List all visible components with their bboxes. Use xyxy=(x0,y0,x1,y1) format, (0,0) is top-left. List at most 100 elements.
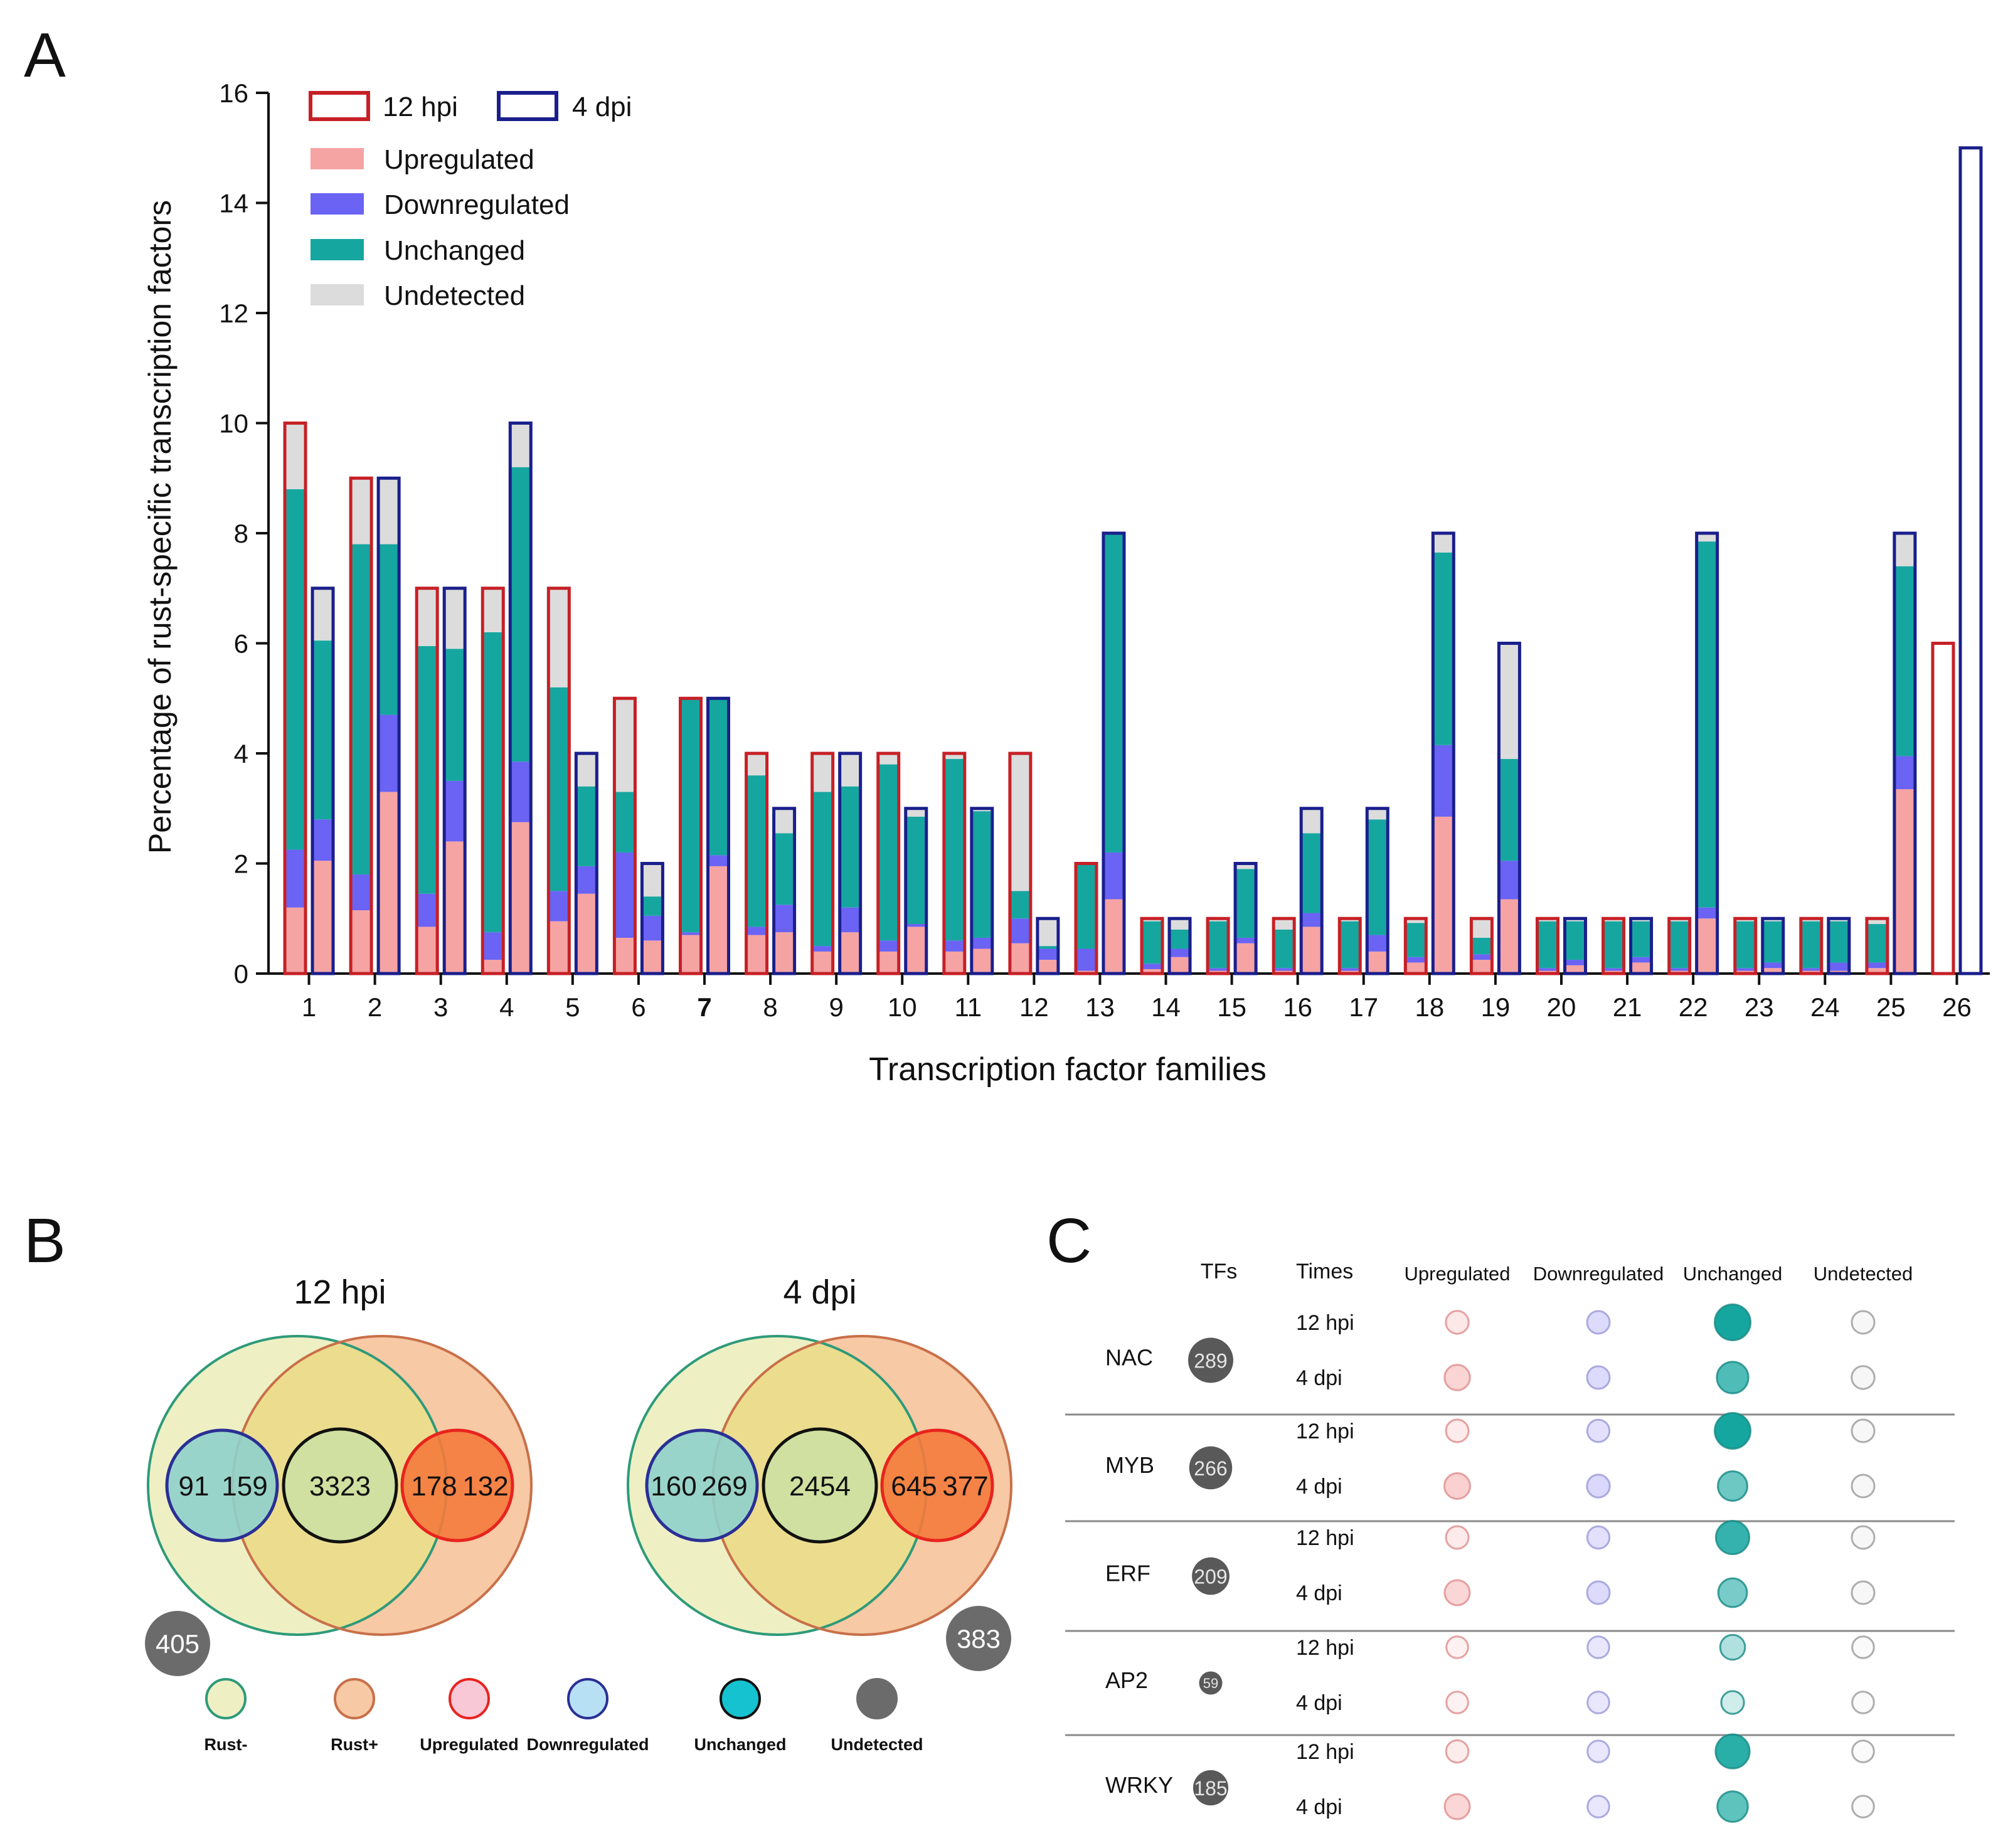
y-tick-label: 10 xyxy=(219,409,248,438)
legend-swatch-downregulated xyxy=(311,193,364,215)
bar-12hpi-undetected xyxy=(813,753,832,792)
legend-downregulated-label: Downregulated xyxy=(526,1735,649,1754)
y-tick-label: 4 xyxy=(234,739,248,768)
bar-12hpi-undetected xyxy=(549,588,568,688)
bubble-unchanged xyxy=(1717,1577,1748,1608)
legend-label-12hpi: 12 hpi xyxy=(383,92,458,122)
bar-12hpi-undetected xyxy=(417,588,437,646)
bar-4dpi-outline xyxy=(1167,916,1192,975)
bar-12hpi-outline xyxy=(876,751,901,975)
bar-4dpi-outline xyxy=(442,587,467,975)
bar-12hpi-outline xyxy=(810,751,835,975)
bar-12hpi-unchanged xyxy=(1472,937,1491,955)
bar-4dpi-upregulated xyxy=(445,841,464,974)
bar-12hpi-unchanged xyxy=(417,645,437,894)
y-tick-label: 12 xyxy=(219,299,248,328)
legend-label-downregulated: Downregulated xyxy=(384,189,570,220)
bubble-downregulated xyxy=(1586,1365,1611,1390)
bar-12hpi-undetected xyxy=(483,588,502,632)
bar-4dpi-unchanged xyxy=(1433,552,1453,745)
undetected-circle xyxy=(946,1606,1011,1671)
bubble-upregulated xyxy=(1445,1418,1470,1443)
bar-4dpi-unchanged xyxy=(1038,946,1058,949)
bar-4dpi-outline xyxy=(311,587,335,975)
bar-12hpi-undetected xyxy=(945,753,964,759)
undetected-count: 383 xyxy=(957,1624,1001,1654)
bar-4dpi-undetected xyxy=(1038,918,1058,947)
bar-4dpi-downregulated xyxy=(379,714,398,792)
bar-12hpi-downregulated xyxy=(351,874,371,911)
bar-4dpi-undetected xyxy=(1697,533,1717,542)
bar-12hpi-unchanged xyxy=(1208,921,1228,969)
x-tick-label: 23 xyxy=(1745,992,1774,1022)
x-tick-label: 13 xyxy=(1085,992,1115,1022)
bubble-unchanged xyxy=(1714,1519,1751,1556)
bar-12hpi-unchanged xyxy=(1406,923,1425,957)
bar-4dpi-undetected xyxy=(1236,863,1255,869)
bubble-unchanged xyxy=(1717,1470,1748,1502)
downregulated-only-count: 160 xyxy=(651,1471,696,1502)
header-downregulated: Downregulated xyxy=(1533,1263,1664,1285)
bar-4dpi-outline xyxy=(1036,916,1060,975)
bar-12hpi-upregulated xyxy=(549,921,568,974)
bar-4dpi-upregulated xyxy=(972,948,992,974)
bar-4dpi-unchanged xyxy=(1170,929,1189,949)
bar-12hpi-upregulated xyxy=(285,907,305,974)
bar-12hpi-outline xyxy=(1206,916,1230,975)
bar-4dpi-unchanged xyxy=(1829,921,1849,963)
family-name: ERF xyxy=(1105,1561,1150,1586)
bubble-unchanged xyxy=(1714,1412,1751,1450)
unchanged-count: 3323 xyxy=(309,1471,371,1502)
legend-rust-minus-icon xyxy=(205,1678,247,1719)
bar-12hpi-unchanged xyxy=(351,544,371,875)
bar-12hpi-downregulated xyxy=(1208,968,1228,971)
legend-label-4dpi: 4 dpi xyxy=(572,92,632,122)
bar-12hpi-outline xyxy=(745,751,769,975)
bar-12hpi-upregulated xyxy=(483,960,502,974)
family-row-nac: NAC 289 12 hpi 4 dpi xyxy=(1105,1304,1876,1394)
panel-label-c: C xyxy=(1046,1206,1092,1276)
bar-12hpi-downregulated xyxy=(1142,964,1162,969)
x-tick-label: 9 xyxy=(829,992,843,1022)
bar-4dpi-unchanged xyxy=(379,544,398,715)
bar-12hpi-upregulated xyxy=(879,951,898,974)
bar-4dpi-undetected xyxy=(576,753,596,787)
bar-4dpi-outline xyxy=(640,862,664,975)
bubble-upregulated xyxy=(1443,1793,1471,1820)
header-undetected: Undetected xyxy=(1814,1263,1913,1285)
x-tick-label: 12 xyxy=(1019,992,1049,1022)
bar-12hpi-unchanged xyxy=(549,687,568,891)
bar-12hpi-outline xyxy=(612,696,637,975)
bar-4dpi-undetected xyxy=(1302,808,1321,834)
bar-12hpi-downregulated xyxy=(1340,968,1359,971)
y-axis-label: Percentage of rust-specific transcriptio… xyxy=(142,200,178,854)
bar-4dpi-unchanged xyxy=(1895,566,1915,757)
bubble-downregulated xyxy=(1586,1580,1611,1605)
legend-swatch-upregulated xyxy=(311,148,364,169)
bar-12hpi-unchanged xyxy=(1604,921,1623,969)
legend-upregulated-label: Upregulated xyxy=(420,1735,519,1754)
bar-12hpi-outline xyxy=(1931,642,1955,975)
bar-12hpi-downregulated xyxy=(1406,957,1425,963)
bar-4dpi-unchanged xyxy=(1302,833,1321,913)
upregulated-circle xyxy=(400,1428,514,1543)
bar-4dpi-outline xyxy=(376,476,401,975)
x-tick-label: 26 xyxy=(1942,992,1972,1022)
bar-4dpi-unchanged xyxy=(511,467,530,762)
bar-4dpi-undetected xyxy=(445,588,464,649)
y-tick-label: 2 xyxy=(234,849,248,879)
bar-12hpi-outline xyxy=(1403,916,1428,975)
family-row-wrky: WRKY 185 12 hpi 4 dpi xyxy=(1105,1733,1875,1823)
bar-12hpi-undetected xyxy=(1274,918,1294,930)
legend-upregulated-icon xyxy=(449,1678,490,1719)
bubble-downregulated xyxy=(1586,1418,1611,1443)
bar-4dpi-upregulated xyxy=(1499,899,1519,974)
bar-4dpi-unchanged xyxy=(1499,758,1519,861)
bubble-downregulated xyxy=(1586,1691,1610,1714)
bubble-undetected xyxy=(1851,1580,1876,1605)
x-tick-label: 5 xyxy=(565,992,580,1022)
bubble-downregulated xyxy=(1586,1795,1610,1819)
legend-rust-plus-icon xyxy=(334,1678,375,1719)
bubble-undetected xyxy=(1851,1525,1876,1550)
legend-unchanged-icon xyxy=(720,1678,761,1719)
